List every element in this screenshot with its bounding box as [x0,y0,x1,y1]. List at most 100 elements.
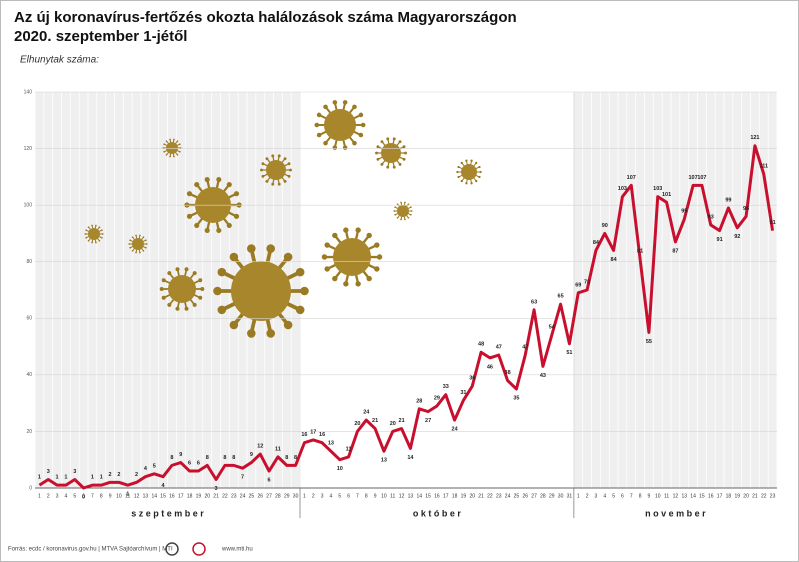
data-label: 55 [646,339,652,345]
data-label: 29 [434,395,440,401]
virus-icon [393,201,413,221]
x-tick-label: 12 [134,493,140,499]
x-tick-label: 14 [690,493,696,499]
spike-tip [410,210,413,212]
spike-tip [404,201,406,204]
x-tick-label: 12 [673,493,679,499]
spike-tip [226,222,232,228]
data-label: 3 [73,469,76,475]
x-tick-label: 3 [321,493,324,499]
spike-tip [343,227,349,233]
x-tick-label: 20 [204,493,210,499]
logo [165,542,179,556]
x-tick-label: 27 [531,493,537,499]
spike-tip [159,287,164,291]
spike-tip [366,232,372,239]
y-tick-label: 100 [24,202,33,208]
data-label: 38 [505,370,511,376]
month-label: s z e p t e m b e r [131,508,204,518]
data-label: 11 [275,446,281,452]
spike-tip [247,244,256,253]
spike-tip [217,267,227,277]
plot-background [34,92,778,518]
spike-tip [332,100,338,105]
spike-tip [100,236,103,239]
spike-tip [261,162,265,166]
spike-tip [204,227,210,234]
data-label: 35 [513,395,519,401]
spike-tip [266,244,275,253]
virus-body [333,238,371,276]
spike-tip [355,281,361,287]
spike-tip [186,213,193,219]
spike-tip [283,252,293,262]
data-label: 20 [354,421,360,427]
x-tick-label: 30 [293,493,299,499]
x-tick-label: 15 [425,493,431,499]
x-tick-label: 1 [303,493,306,499]
x-tick-label: 6 [621,493,624,499]
x-tick-label: 4 [65,493,68,499]
spike-tip [129,246,132,249]
spike-tip [233,213,240,219]
spike-tip [352,104,357,110]
spike-tip [376,254,383,260]
spike-tip [98,239,101,242]
spike-tip [91,241,93,244]
data-label: 24 [452,427,459,433]
spike-tip [233,191,240,197]
spike-tip [266,329,275,338]
virus-icon [184,176,242,234]
spike-tip [407,203,410,206]
chart-title: 2020. szeptember 1-jétől [14,28,187,45]
data-label: 1 [126,492,129,498]
spike-tip [375,151,378,155]
x-tick-label: 23 [770,493,776,499]
spike-tip [358,112,364,118]
spike-tip [316,132,322,138]
spike-tip [178,143,181,146]
virus-body [324,109,356,141]
spike-tip [457,165,460,169]
spike-tip [314,122,320,128]
data-label: 2 [117,472,120,478]
spike-tip [400,218,402,221]
spike-tip [163,150,166,153]
spike-tip [289,168,292,172]
spike-tip [176,153,179,156]
x-tick-label: 1 [38,493,41,499]
spike-tip [380,162,384,166]
spike-tip [194,222,200,228]
data-label: 92 [734,234,740,240]
x-tick-label: 13 [143,493,149,499]
spike-tip [213,286,222,296]
data-label: 63 [531,299,537,305]
x-tick-label: 6 [347,493,350,499]
x-tick-label: 15 [699,493,705,499]
spike-tip [402,145,406,149]
spike-tip [135,251,137,254]
spike-tip [295,267,305,277]
spike-tip [460,161,463,165]
x-tick-label: 9 [648,493,651,499]
x-tick-label: 29 [549,493,555,499]
data-label: 8 [223,455,226,461]
data-label: 13 [381,458,387,464]
spike-tip [479,170,482,174]
spike-tip [332,232,338,239]
x-tick-label: 2 [312,493,315,499]
x-tick-label: 25 [514,493,520,499]
data-label: 27 [425,418,431,424]
spike-tip [393,210,396,212]
data-label: 3 [47,469,50,475]
x-tick-label: 19 [734,493,740,499]
spike-tip [394,213,397,216]
data-label: 1 [91,475,94,481]
x-tick-label: 16 [169,493,175,499]
data-label: 46 [487,364,493,370]
data-label: 47 [496,345,502,351]
spike-tip [186,191,193,197]
y-tick-label: 0 [29,485,32,491]
data-label: 31 [460,390,466,396]
x-tick-label: 31 [567,493,573,499]
